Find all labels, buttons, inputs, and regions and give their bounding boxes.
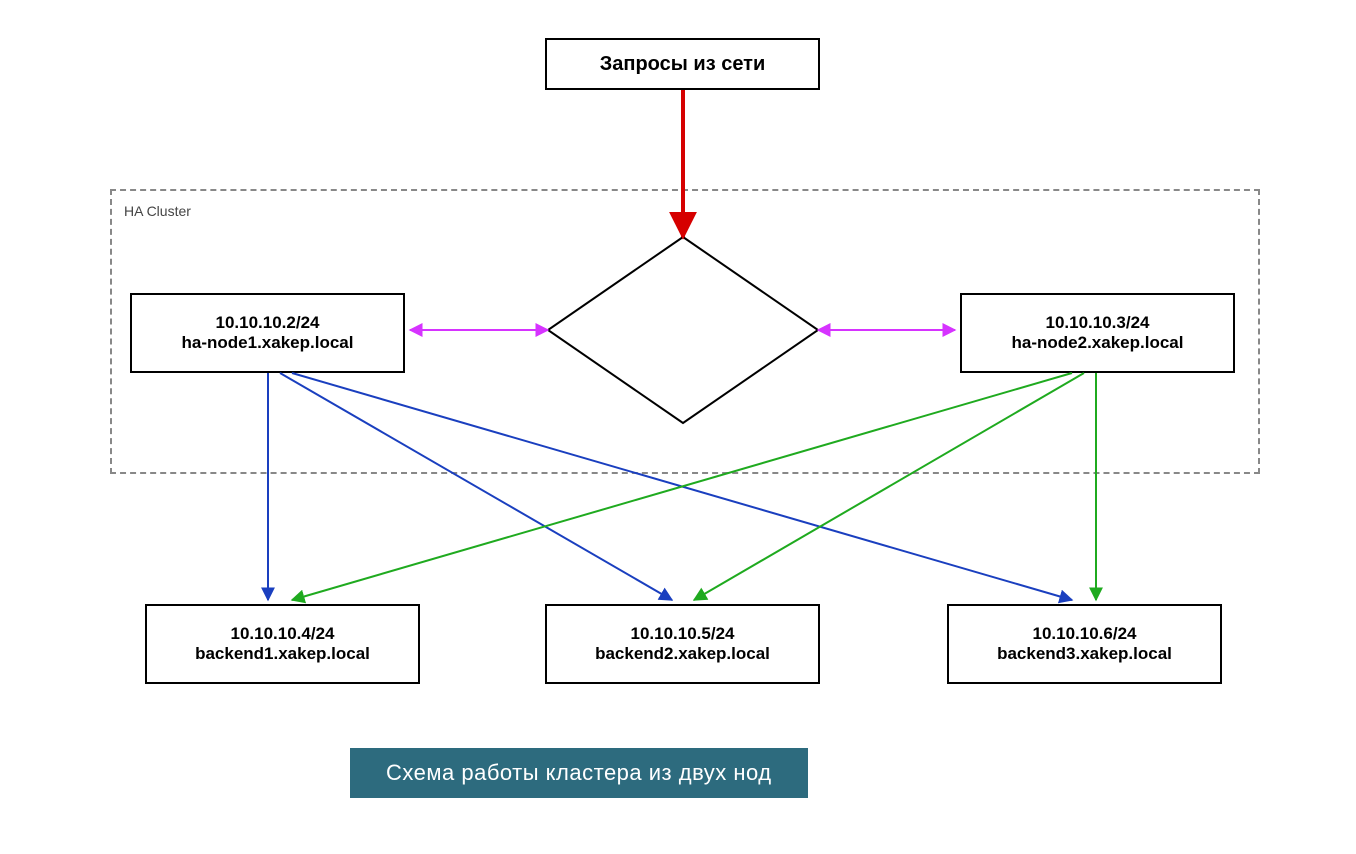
backend3-box: 10.10.10.6/24 backend3.xakep.local <box>947 604 1222 684</box>
backend1-ip: 10.10.10.4/24 <box>231 624 335 644</box>
backend2-ip: 10.10.10.5/24 <box>631 624 735 644</box>
ha-node1-ip: 10.10.10.2/24 <box>216 313 320 333</box>
ha-node2-host: ha-node2.xakep.local <box>1012 333 1184 353</box>
requests-box: Запросы из сети <box>545 38 820 90</box>
ha-node2-box: 10.10.10.3/24 ha-node2.xakep.local <box>960 293 1235 373</box>
requests-label: Запросы из сети <box>600 53 766 76</box>
backend3-host: backend3.xakep.local <box>997 644 1172 664</box>
backend2-box: 10.10.10.5/24 backend2.xakep.local <box>545 604 820 684</box>
ha-node1-host: ha-node1.xakep.local <box>182 333 354 353</box>
caption-bar: Схема работы кластера из двух нод <box>350 748 808 798</box>
diamond-nginx: NGINX <box>610 336 756 353</box>
caption-text: Схема работы кластера из двух нод <box>386 760 772 785</box>
ha-node1-box: 10.10.10.2/24 ha-node1.xakep.local <box>130 293 405 373</box>
diamond-ip: 10.10.10.1/24 <box>610 302 756 319</box>
backend1-host: backend1.xakep.local <box>195 644 370 664</box>
diagram-canvas: HA Cluster Запросы из сети 10.10.10.2/24… <box>0 0 1356 854</box>
ha-node2-ip: 10.10.10.3/24 <box>1046 313 1150 333</box>
ha-cluster-label: HA Cluster <box>124 203 191 219</box>
backend3-ip: 10.10.10.6/24 <box>1033 624 1137 644</box>
diamond-label: 10.10.10.1/24 + NGINX <box>610 302 756 353</box>
backend2-host: backend2.xakep.local <box>595 644 770 664</box>
diamond-plus: + <box>610 319 756 336</box>
backend1-box: 10.10.10.4/24 backend1.xakep.local <box>145 604 420 684</box>
